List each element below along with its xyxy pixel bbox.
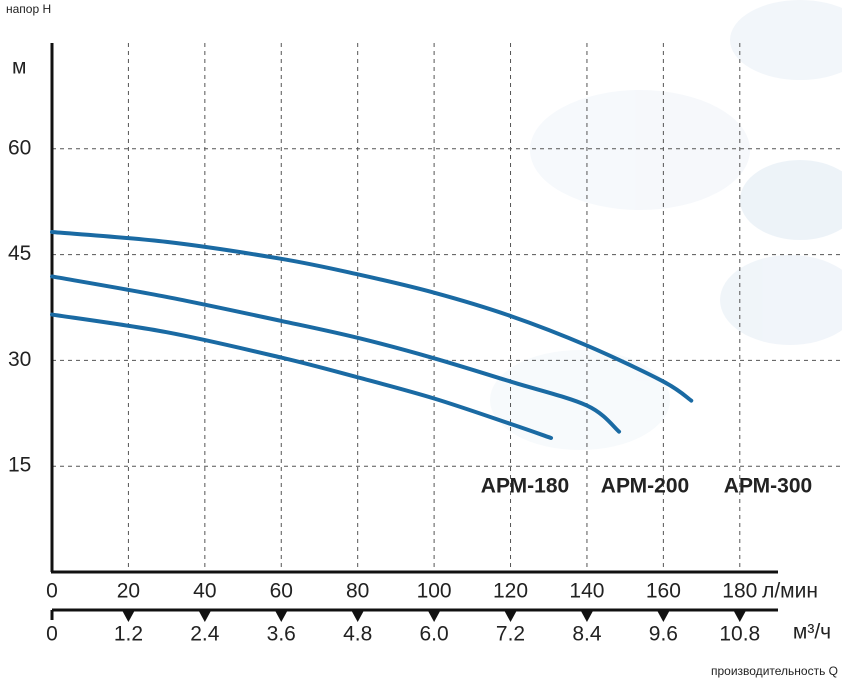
- x2-tick-label: 2.4: [190, 623, 220, 646]
- x-axis-title: производительность Q: [711, 664, 838, 678]
- x2-tick: [581, 611, 593, 622]
- x2-tick-label: 6.0: [420, 623, 449, 646]
- y-axis-unit: м: [12, 56, 26, 79]
- curve-label: АРМ-300: [724, 475, 812, 498]
- chart: напор Н м л/мин м³/ч производительность …: [0, 0, 842, 684]
- y-tick-label: 60: [8, 136, 31, 159]
- x-tick-label: 40: [193, 580, 216, 603]
- x-tick-label: 140: [569, 580, 604, 603]
- x2-tick: [428, 611, 440, 622]
- x-tick-label: 20: [117, 580, 140, 603]
- curve: [52, 315, 551, 438]
- x2-tick: [657, 611, 669, 622]
- y-axis-title: напор Н: [6, 2, 51, 16]
- x2-tick: [505, 611, 517, 622]
- y-tick-label: 30: [8, 348, 31, 371]
- x2-tick-label: 8.4: [572, 623, 602, 646]
- x-tick-label: 60: [270, 580, 293, 603]
- x2-tick: [199, 611, 211, 622]
- x-tick-label: 120: [493, 580, 528, 603]
- x-tick-label: 80: [346, 580, 369, 603]
- x2-tick-label: 1.2: [114, 623, 143, 646]
- x2-tick-label: 10.8: [719, 623, 760, 646]
- y-tick-label: 15: [8, 454, 31, 477]
- x-axis-unit: л/мин: [762, 580, 818, 603]
- x-tick-label: 100: [417, 580, 452, 603]
- x2-tick-label: 4.8: [343, 623, 372, 646]
- x2-tick-label: 0: [46, 623, 58, 646]
- x-tick-label: 180: [722, 580, 757, 603]
- x-tick-label: 160: [646, 580, 681, 603]
- x2-tick-label: 9.6: [649, 623, 678, 646]
- x2-tick-label: 3.6: [267, 623, 296, 646]
- curve-label: АРМ-180: [481, 475, 569, 498]
- x2-tick: [122, 611, 134, 622]
- x2-tick: [275, 611, 287, 622]
- x2-tick: [734, 611, 746, 622]
- x-tick-label: 0: [46, 580, 58, 603]
- x2-tick: [352, 611, 364, 622]
- x2-tick-label: 7.2: [496, 623, 525, 646]
- curve-label: АРМ-200: [601, 475, 689, 498]
- y-tick-label: 45: [8, 242, 31, 265]
- x2-axis-unit: м³/ч: [793, 621, 831, 644]
